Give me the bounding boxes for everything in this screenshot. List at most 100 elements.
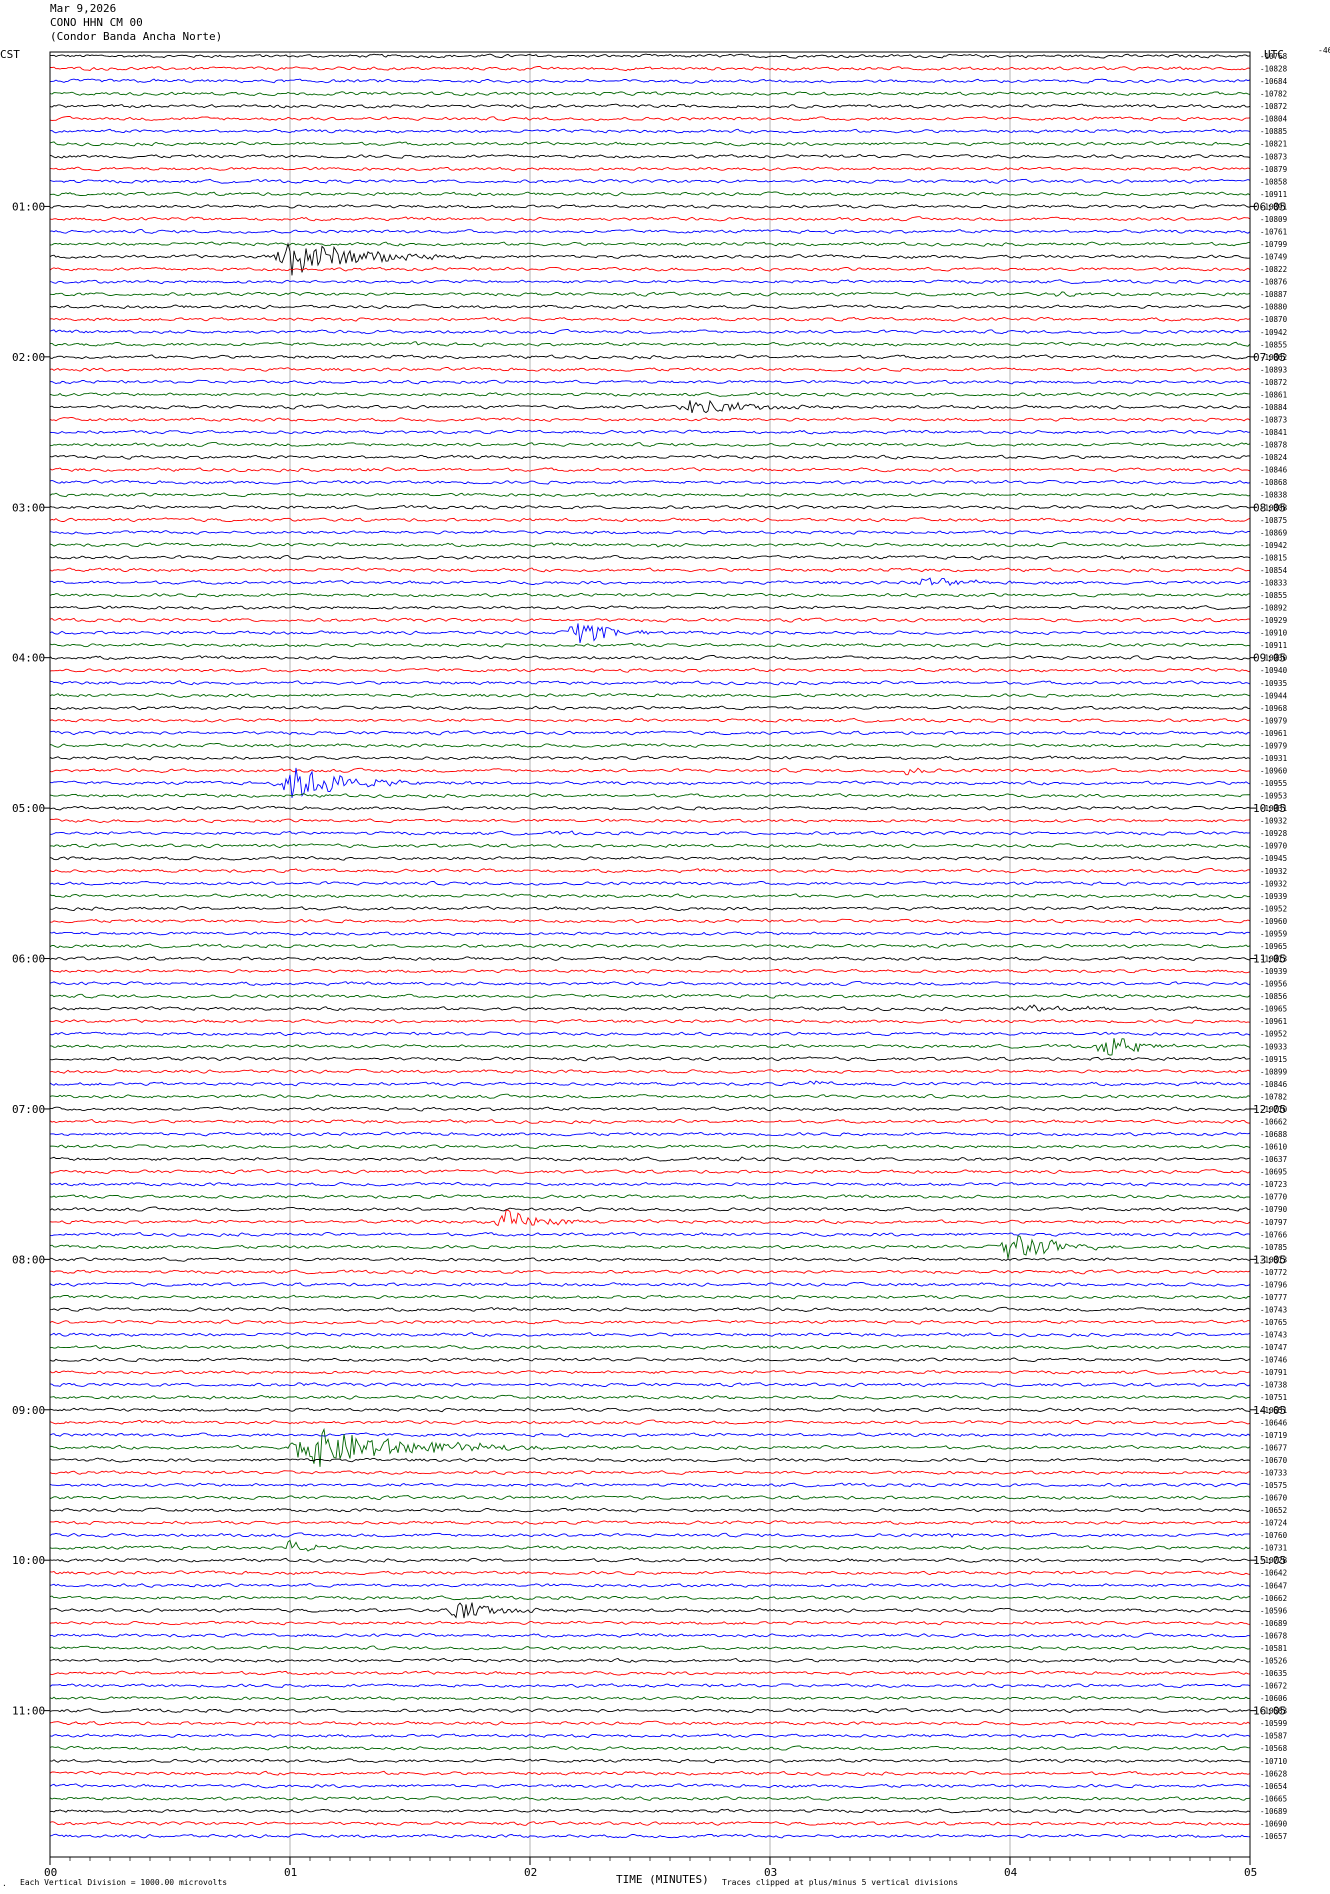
seismic-trace [50, 705, 1251, 711]
seismic-trace [49, 454, 1251, 460]
trace-offset-label: -10878 [1260, 441, 1288, 450]
trace-offset-label: -10790 [1260, 1205, 1288, 1214]
seismic-trace [49, 115, 1251, 122]
trace-offset-label: -10765 [1260, 1318, 1287, 1327]
trace-offset-label: -10710 [1260, 1757, 1288, 1766]
trace-offset-label: -10930 [1260, 654, 1288, 663]
seismic-trace [49, 1394, 1251, 1400]
trace-offset-label: -10872 [1260, 378, 1287, 387]
trace-offset-label: -10856 [1260, 992, 1288, 1001]
scale-note: Each Vertical Division = 1000.00 microvo… [20, 1878, 227, 1887]
seismic-trace [49, 191, 1251, 197]
trace-offset-label: -10822 [1260, 265, 1287, 274]
seismic-trace [49, 730, 1251, 736]
seismic-trace [49, 918, 1251, 924]
seismic-trace [49, 742, 1251, 748]
seismic-trace [49, 1269, 1251, 1275]
right-timezone-label: UTC [1264, 48, 1284, 61]
trace-offset-label: -10782 [1260, 90, 1287, 99]
seismic-trace [49, 1282, 1251, 1287]
trace-offset-label: -10731 [1260, 1544, 1287, 1553]
trace-offset-label: -10880 [1260, 303, 1288, 312]
trace-offset-label: -10911 [1260, 641, 1287, 650]
seismic-trace [49, 1319, 1251, 1325]
left-hour-label: 04:00 [12, 652, 45, 665]
trace-offset-label: -10526 [1260, 1656, 1288, 1665]
trace-offset-label: -10568 [1260, 1744, 1288, 1753]
seismic-trace [49, 1038, 1251, 1056]
seismic-trace [49, 880, 1251, 886]
right-hour-label: 13:05 [1253, 1253, 1286, 1266]
seismic-trace [50, 577, 1251, 587]
trace-offset-label: -10824 [1260, 453, 1288, 462]
seismic-trace [49, 1369, 1251, 1375]
seismic-trace [49, 980, 1250, 986]
trace-offset-label: -10873 [1260, 416, 1287, 425]
seismic-trace [49, 1507, 1251, 1513]
seismic-trace [49, 1495, 1251, 1500]
seismic-trace [49, 304, 1251, 310]
seismic-trace [49, 1695, 1251, 1701]
seismic-trace [49, 153, 1251, 159]
seismic-trace [49, 555, 1251, 560]
seismic-trace [49, 1470, 1251, 1475]
seismic-trace [49, 1733, 1251, 1739]
clip-note: Traces clipped at plus/minus 5 vertical … [722, 1878, 958, 1887]
seismic-trace [49, 856, 1251, 861]
trace-offset-label: -10960 [1260, 917, 1288, 926]
right-hour-label: 16:05 [1253, 1705, 1286, 1718]
trace-offset-label: -10772 [1260, 1268, 1287, 1277]
seismic-trace [49, 1194, 1251, 1200]
seismic-trace [49, 956, 1251, 961]
trace-offset-label: -10747 [1260, 1343, 1287, 1352]
left-hour-label: 03:00 [12, 501, 45, 514]
trace-offset-label: -10960 [1260, 766, 1288, 775]
trace-offset-label: -10952 [1260, 1030, 1287, 1039]
trace-offset-label: -10761 [1260, 227, 1287, 236]
seismic-trace [49, 1457, 1251, 1463]
seismic-trace [49, 1169, 1251, 1174]
seismic-trace [49, 467, 1251, 473]
seismic-trace [49, 692, 1251, 698]
seismic-trace [49, 767, 1251, 776]
seismic-trace [49, 1583, 1251, 1588]
trace-offset-label: -10695 [1260, 1168, 1287, 1177]
seismic-trace [49, 905, 1251, 911]
trace-offset-label: -10723 [1260, 1180, 1287, 1189]
right-hour-label: 09:05 [1253, 652, 1286, 665]
trace-offset-label: -10833 [1260, 578, 1287, 587]
seismic-trace [49, 1557, 1251, 1563]
seismic-trace [49, 1206, 1251, 1212]
seismic-trace [49, 1235, 1251, 1259]
trace-offset-label: -10596 [1260, 1606, 1288, 1615]
seismic-trace [49, 128, 1251, 134]
seismic-trace [49, 1257, 1251, 1262]
left-hour-label: 01:00 [12, 200, 45, 213]
trace-offset-label: -10841 [1260, 428, 1287, 437]
trace-offset-label: -10940 [1260, 666, 1288, 675]
seismic-trace [49, 178, 1251, 184]
seismic-trace [49, 1427, 1251, 1467]
trace-offset-label: -10710 [1260, 1105, 1288, 1114]
x-axis-title: TIME (MINUTES) [616, 1873, 709, 1886]
seismic-trace [49, 1820, 1251, 1826]
seismic-trace [50, 1632, 1251, 1638]
trace-offset-label: -10797 [1260, 1218, 1287, 1227]
seismic-trace [49, 1645, 1251, 1651]
seismic-trace [49, 642, 1251, 648]
seismic-trace [49, 1720, 1251, 1726]
left-hour-label: 10:00 [12, 1554, 45, 1567]
seismic-trace [49, 843, 1251, 849]
seismic-trace [49, 166, 1251, 172]
seismic-trace [49, 1796, 1251, 1801]
trace-offset-label: -10743 [1260, 1331, 1287, 1340]
trace-offset-label: -10913 [1260, 955, 1287, 964]
trace-offset-label: -10979 [1260, 716, 1287, 725]
seismic-trace [49, 1231, 1251, 1237]
seismic-trace [49, 354, 1251, 360]
trace-offset-label: -10808 [1260, 503, 1288, 512]
seismic-trace [49, 1344, 1251, 1350]
right-top-extra: -46 [1318, 46, 1330, 55]
trace-offset-label: -10899 [1260, 1067, 1287, 1076]
